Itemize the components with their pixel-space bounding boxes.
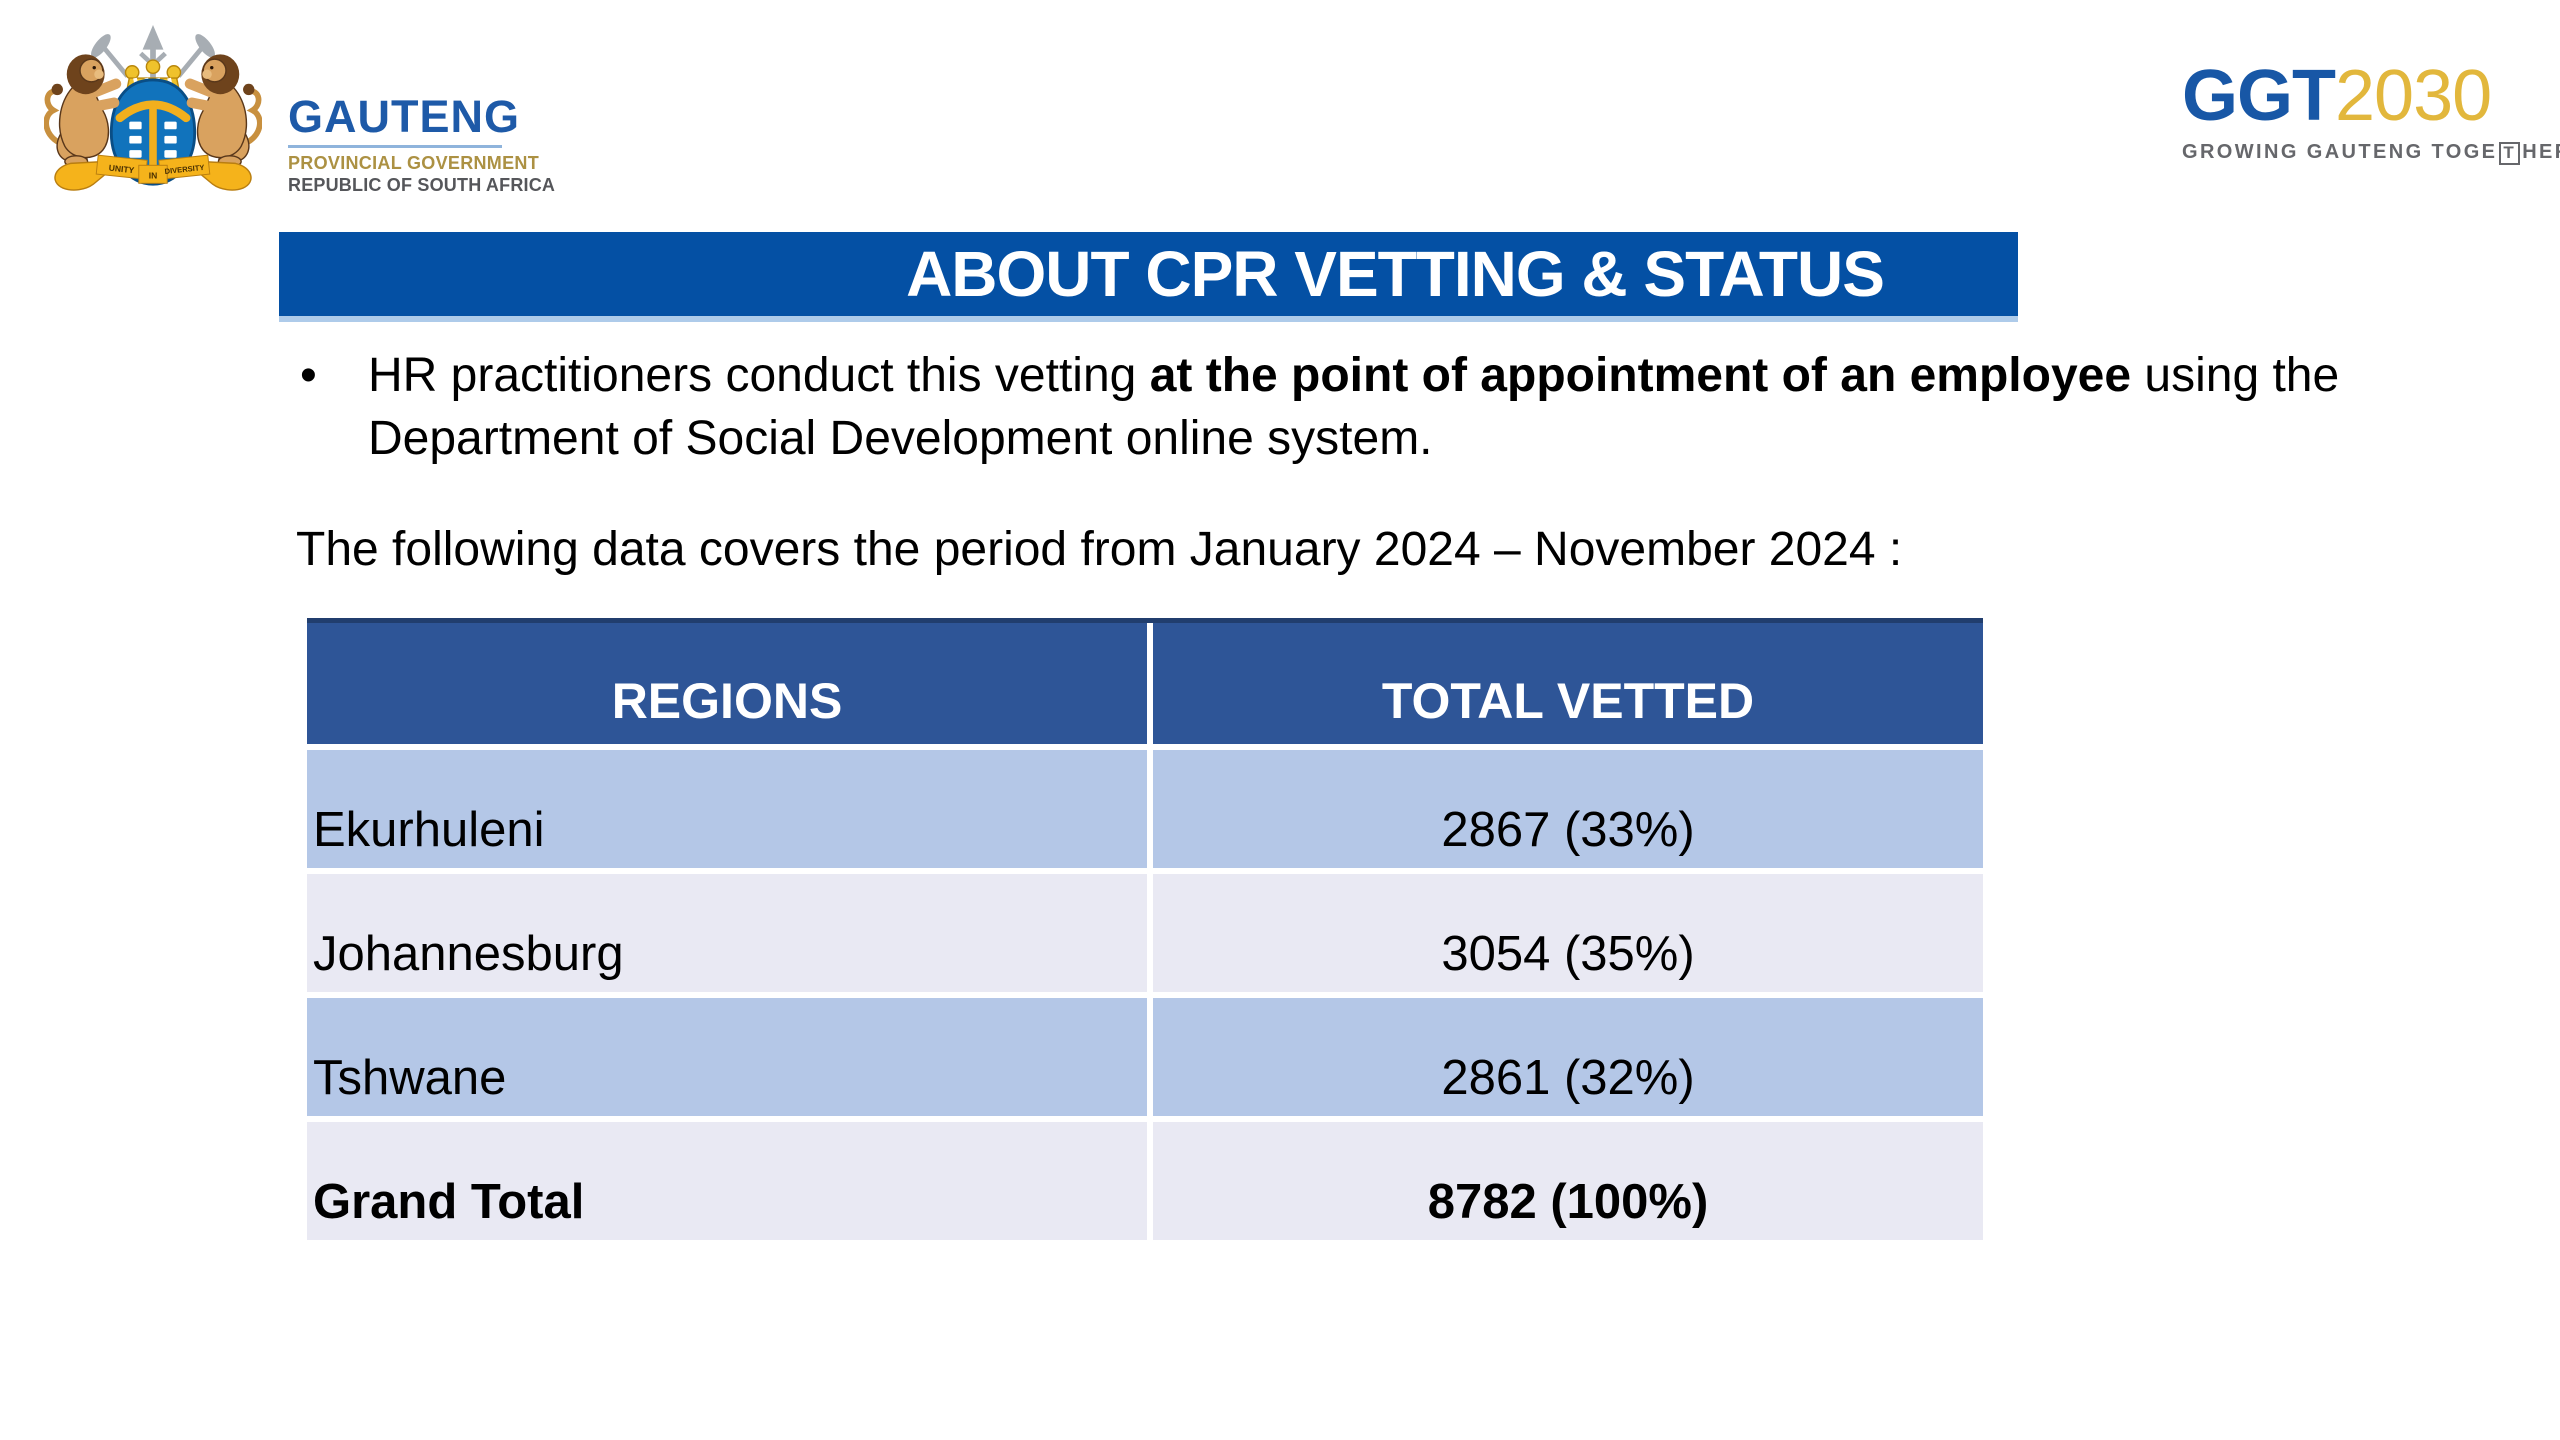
gauteng-wordmark: GAUTENG bbox=[288, 91, 520, 142]
motto-center: IN bbox=[149, 171, 158, 181]
ggt2030-wordmark: GGT2030 bbox=[2182, 60, 2560, 132]
column-header-regions: REGIONS bbox=[307, 623, 1153, 744]
region-cell: Grand Total bbox=[307, 1122, 1153, 1240]
table-header-row: REGIONS TOTAL VETTED bbox=[307, 618, 1983, 744]
bullet-text-line2: Department of Social Development online … bbox=[368, 412, 1433, 465]
ggt-tagline-boxed-letter: T bbox=[2499, 142, 2521, 165]
table-row: Ekurhuleni 2867 (33%) bbox=[307, 750, 1983, 868]
total-cell: 8782 (100%) bbox=[1427, 1175, 1709, 1229]
bullet-text-bold: at the point of appointment of an employ… bbox=[1149, 349, 2132, 402]
vetting-table: REGIONS TOTAL VETTED Ekurhuleni 2867 (33… bbox=[307, 618, 1983, 1240]
ggt-tagline: GROWING GAUTENG TOGETHER bbox=[2182, 141, 2560, 165]
bullet-text-regular-2: using the bbox=[2131, 349, 2340, 402]
gauteng-divider bbox=[288, 145, 502, 148]
gauteng-subtitle-2: REPUBLIC OF SOUTH AFRICA bbox=[288, 175, 556, 195]
motto-left: UNITY bbox=[108, 163, 135, 176]
gauteng-coat-of-arms-icon: UNITY DIVERSITY IN bbox=[44, 25, 262, 191]
region-cell: Ekurhuleni bbox=[307, 750, 1153, 868]
table-row-grand-total: Grand Total 8782 (100%) bbox=[307, 1122, 1983, 1240]
column-header-total-vetted: TOTAL VETTED bbox=[1381, 673, 1755, 729]
title-banner: ABOUT CPR VETTING & STATUS bbox=[279, 232, 2018, 322]
ggt-tagline-pre: GROWING GAUTENG TOGE bbox=[2182, 141, 2498, 163]
table-row: Johannesburg 3054 (35%) bbox=[307, 874, 1983, 992]
ggt2030-logo: GGT2030 GROWING GAUTENG TOGETHER bbox=[2182, 60, 2560, 165]
period-statement: The following data covers the period fro… bbox=[296, 523, 1903, 576]
bullet-paragraph: HR practitioners conduct this vetting at… bbox=[368, 344, 2428, 470]
gauteng-logo-text: GAUTENG PROVINCIAL GOVERNMENT REPUBLIC O… bbox=[288, 94, 555, 194]
motto-right: DIVERSITY bbox=[164, 163, 205, 176]
table-row: Tshwane 2861 (32%) bbox=[307, 998, 1983, 1116]
bullet-text-regular: HR practitioners conduct this vetting bbox=[368, 349, 1150, 402]
ggt-tagline-post: HER bbox=[2522, 141, 2560, 163]
total-cell: 2867 (33%) bbox=[1441, 803, 1695, 857]
region-cell: Johannesburg bbox=[307, 874, 1153, 992]
ggt-year: 2030 bbox=[2335, 56, 2492, 136]
ggt-abbrev: GGT bbox=[2182, 56, 2336, 136]
bullet-marker: • bbox=[300, 349, 317, 402]
total-cell: 3054 (35%) bbox=[1441, 927, 1695, 981]
lion-right bbox=[184, 54, 262, 168]
region-cell: Tshwane bbox=[307, 998, 1153, 1116]
gauteng-subtitle-1: PROVINCIAL GOVERNMENT bbox=[288, 153, 539, 173]
total-cell: 2861 (32%) bbox=[1441, 1051, 1695, 1105]
page-title: ABOUT CPR VETTING & STATUS bbox=[906, 238, 1885, 310]
lion-left bbox=[44, 54, 122, 168]
